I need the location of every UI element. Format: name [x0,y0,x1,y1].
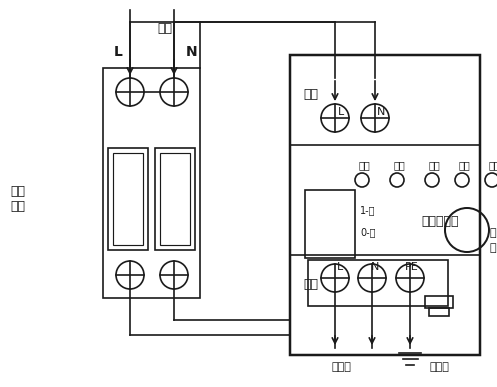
Bar [108,148,148,250]
Text: PE: PE [405,262,419,272]
Text: L: L [337,262,343,272]
Text: 运行: 运行 [358,160,370,170]
Text: 漏电: 漏电 [428,160,440,170]
Text: 0-关: 0-关 [360,227,376,237]
Bar [290,55,480,355]
Text: N: N [186,45,198,59]
Text: 电源保护器: 电源保护器 [421,215,459,228]
Text: 输出: 输出 [303,278,318,291]
Text: 空气: 空气 [10,185,25,198]
Bar [113,153,143,245]
Bar [103,68,200,298]
Bar [160,153,190,245]
Text: N: N [371,262,379,272]
Bar [305,190,355,258]
Text: 开关: 开关 [10,200,25,213]
Text: 接负载: 接负载 [331,362,351,372]
Text: 输入: 输入 [158,22,172,35]
Text: L: L [338,107,344,117]
Bar [155,148,195,250]
Text: 1-开: 1-开 [360,205,376,215]
Text: N: N [377,107,385,117]
Text: 输入: 输入 [303,88,318,101]
Bar [429,308,449,316]
Bar [425,296,453,308]
Bar [308,260,448,306]
Text: 试: 试 [489,228,496,238]
Text: L: L [113,45,122,59]
Text: 接大地: 接大地 [430,362,450,372]
Text: 电压: 电压 [393,160,405,170]
Text: 输出: 输出 [488,160,497,170]
Text: 验: 验 [489,243,496,253]
Text: 短路: 短路 [458,160,470,170]
